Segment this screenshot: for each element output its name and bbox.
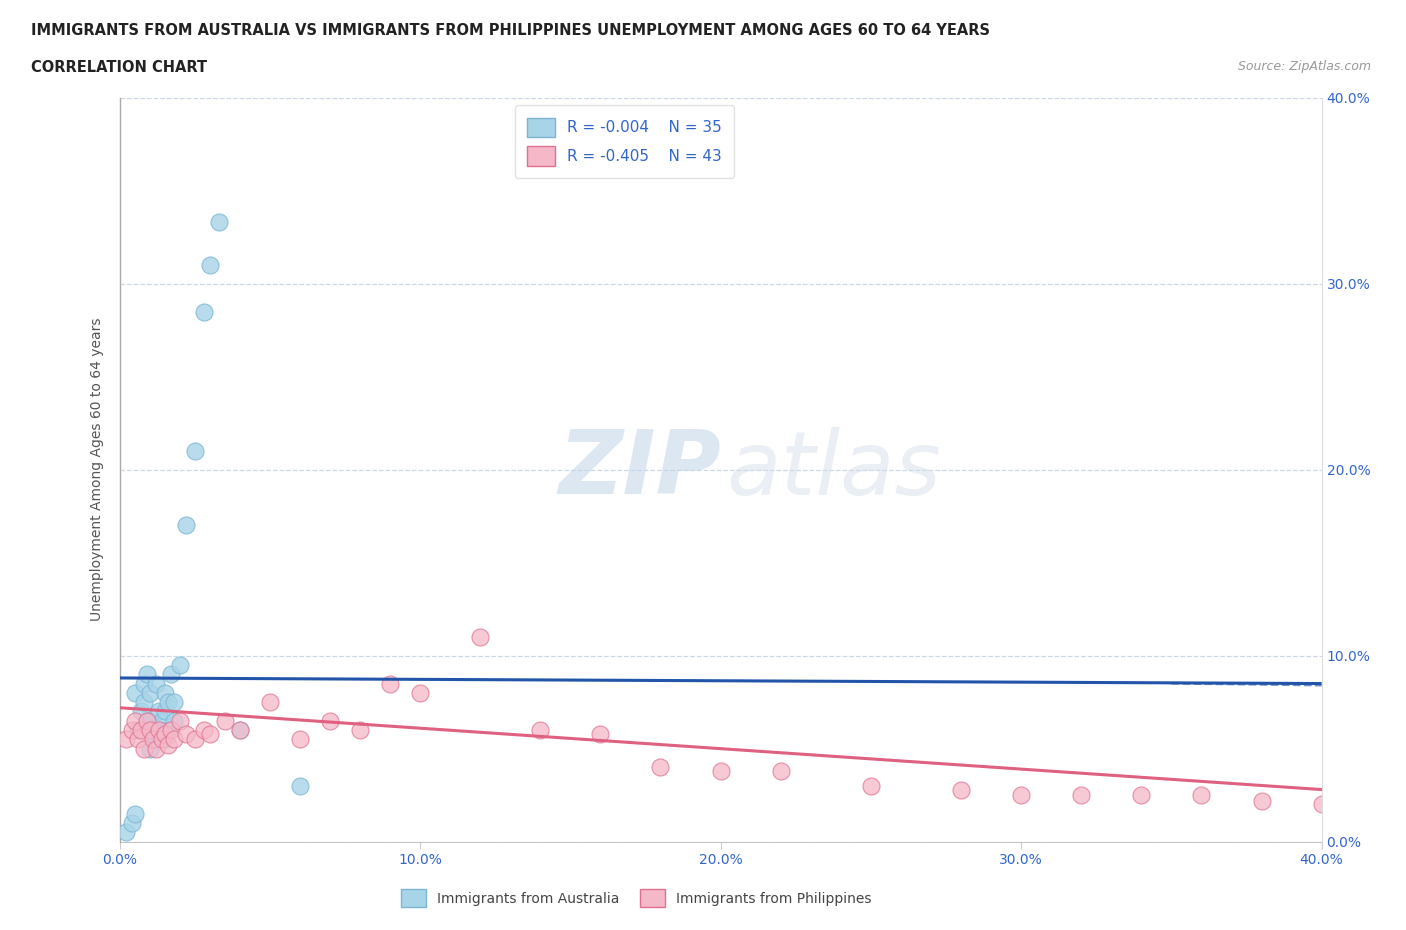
Point xyxy=(156,723,179,737)
Point xyxy=(121,816,143,830)
Point xyxy=(174,518,197,533)
Point xyxy=(129,723,152,737)
Point xyxy=(148,723,170,737)
Point xyxy=(156,737,179,752)
Point xyxy=(138,723,160,737)
Point xyxy=(132,695,155,710)
Point xyxy=(378,676,401,691)
Point xyxy=(124,685,146,700)
Point xyxy=(228,723,252,737)
Point xyxy=(1010,788,1032,803)
Point xyxy=(148,723,170,737)
Point xyxy=(114,825,136,840)
Point xyxy=(162,713,184,728)
Point xyxy=(145,676,167,691)
Point xyxy=(259,695,281,710)
Point xyxy=(769,764,792,778)
Point xyxy=(153,732,176,747)
Point xyxy=(288,732,311,747)
Point xyxy=(228,723,252,737)
Point xyxy=(156,695,179,710)
Point xyxy=(150,713,173,728)
Point xyxy=(145,732,167,747)
Point xyxy=(153,685,176,700)
Point xyxy=(169,713,191,728)
Point xyxy=(859,778,882,793)
Point xyxy=(198,726,221,741)
Point xyxy=(319,713,342,728)
Text: IMMIGRANTS FROM AUSTRALIA VS IMMIGRANTS FROM PHILIPPINES UNEMPLOYMENT AMONG AGES: IMMIGRANTS FROM AUSTRALIA VS IMMIGRANTS … xyxy=(31,23,990,38)
Point xyxy=(124,713,146,728)
Point xyxy=(1250,793,1272,808)
Text: CORRELATION CHART: CORRELATION CHART xyxy=(31,60,207,75)
Point xyxy=(127,723,149,737)
Point xyxy=(174,726,197,741)
Point xyxy=(650,760,672,775)
Point xyxy=(529,723,551,737)
Point xyxy=(150,732,173,747)
Point xyxy=(468,630,492,644)
Point xyxy=(138,685,160,700)
Text: atlas: atlas xyxy=(727,427,942,512)
Point xyxy=(132,741,155,756)
Point xyxy=(183,444,205,458)
Text: Source: ZipAtlas.com: Source: ZipAtlas.com xyxy=(1237,60,1371,73)
Point xyxy=(589,726,612,741)
Point xyxy=(129,704,152,719)
Point xyxy=(409,685,432,700)
Point xyxy=(1070,788,1092,803)
Point xyxy=(193,723,215,737)
Point xyxy=(135,713,157,728)
Point xyxy=(153,704,176,719)
Point xyxy=(950,782,973,797)
Point xyxy=(193,304,215,319)
Point xyxy=(162,695,184,710)
Text: ZIP: ZIP xyxy=(558,426,720,513)
Point xyxy=(159,723,181,737)
Point xyxy=(159,667,181,682)
Point xyxy=(162,732,184,747)
Y-axis label: Unemployment Among Ages 60 to 64 years: Unemployment Among Ages 60 to 64 years xyxy=(90,318,104,621)
Point xyxy=(135,713,157,728)
Point xyxy=(183,732,205,747)
Point xyxy=(1130,788,1153,803)
Point xyxy=(169,658,191,672)
Point xyxy=(138,713,160,728)
Point xyxy=(114,732,136,747)
Point xyxy=(142,723,165,737)
Point xyxy=(138,741,160,756)
Point xyxy=(1189,788,1212,803)
Point xyxy=(127,732,149,747)
Point xyxy=(198,258,221,272)
Point xyxy=(153,726,176,741)
Point xyxy=(214,713,236,728)
Point xyxy=(148,704,170,719)
Point xyxy=(142,732,165,747)
Point xyxy=(145,741,167,756)
Point xyxy=(1310,797,1333,812)
Point xyxy=(124,806,146,821)
Point xyxy=(288,778,311,793)
Point xyxy=(208,215,231,230)
Legend: Immigrants from Australia, Immigrants from Philippines: Immigrants from Australia, Immigrants fr… xyxy=(395,884,877,913)
Point xyxy=(349,723,371,737)
Point xyxy=(709,764,731,778)
Point xyxy=(121,723,143,737)
Point xyxy=(135,667,157,682)
Point xyxy=(132,676,155,691)
